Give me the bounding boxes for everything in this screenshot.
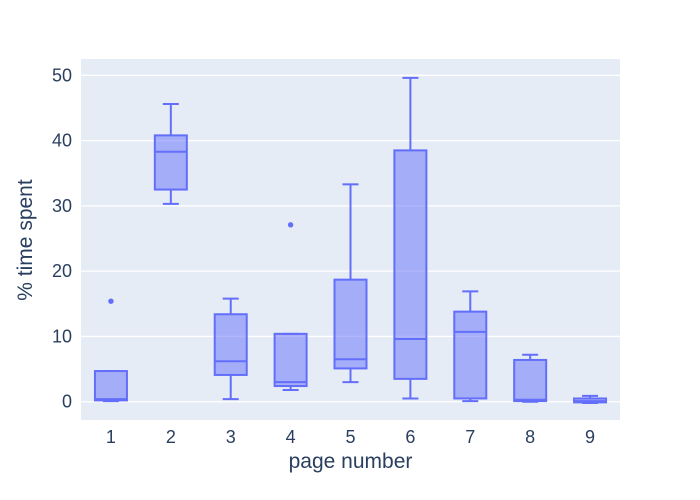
x-tick-label-1: 1 <box>106 427 116 447</box>
iqr-box[interactable] <box>153 134 188 191</box>
y-tick-label-0: 0 <box>62 392 72 412</box>
outlier-dot[interactable] <box>287 222 294 228</box>
box-plot-page-5[interactable] <box>333 183 368 384</box>
x-tick-label-6: 6 <box>405 427 415 447</box>
x-tick-label-2: 2 <box>166 427 176 447</box>
outlier-dot[interactable] <box>108 298 114 304</box>
box-plot-page-8[interactable] <box>513 353 548 403</box>
x-tick-label-7: 7 <box>465 427 475 447</box>
box-plot-page-9[interactable] <box>573 394 608 405</box>
box-plot-page-2[interactable] <box>153 103 188 205</box>
iqr-box[interactable] <box>213 313 248 376</box>
x-tick-label-3: 3 <box>226 427 236 447</box>
box-plot-page-1[interactable] <box>93 298 128 403</box>
y-tick-label-10: 10 <box>52 326 72 346</box>
iqr-box[interactable] <box>453 310 488 400</box>
x-tick-label-5: 5 <box>345 427 355 447</box>
box-plot-page-6[interactable] <box>393 76 428 400</box>
y-tick-label-30: 30 <box>52 196 72 216</box>
y-tick-label-20: 20 <box>52 261 72 281</box>
x-tick-label-4: 4 <box>286 427 296 447</box>
x-tick-label-8: 8 <box>525 427 535 447</box>
box-plot-page-4[interactable] <box>273 222 308 391</box>
y-tick-label-50: 50 <box>52 65 72 85</box>
x-tick-label-9: 9 <box>585 427 595 447</box>
iqr-box[interactable] <box>393 149 428 380</box>
iqr-box[interactable] <box>333 278 368 370</box>
x-axis-title: page number <box>288 450 413 473</box>
iqr-box[interactable] <box>513 358 548 403</box>
box-plot-page-3[interactable] <box>213 297 248 401</box>
box-plot-page-7[interactable] <box>453 290 488 403</box>
y-tick-label-40: 40 <box>52 131 72 151</box>
iqr-box[interactable] <box>273 332 308 388</box>
y-axis-title: % time spent <box>14 179 37 301</box>
iqr-box[interactable] <box>93 370 128 402</box>
